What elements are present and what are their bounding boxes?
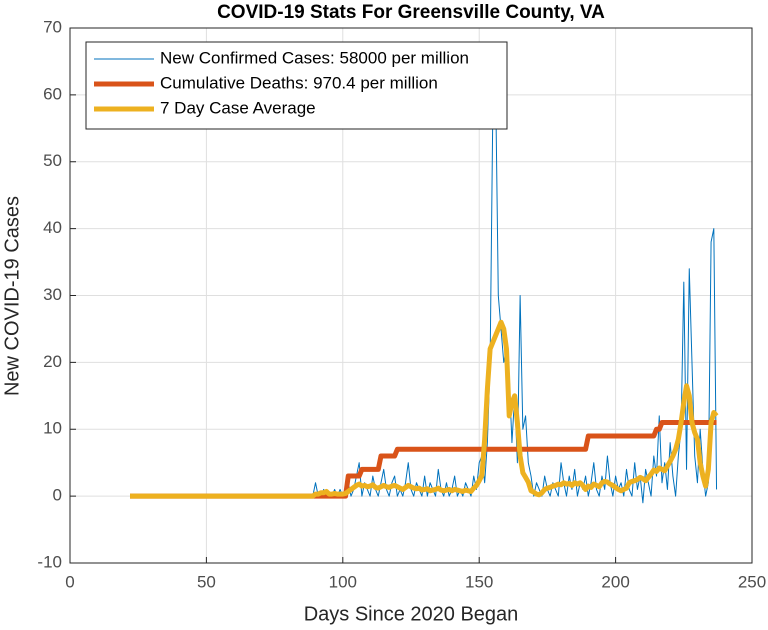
y-axis-label: New COVID-19 Cases — [1, 196, 23, 396]
y-tick-label: 0 — [53, 486, 62, 505]
x-axis-label: Days Since 2020 Began — [304, 603, 519, 625]
y-tick-label: 40 — [43, 218, 62, 237]
y-tick-label: 70 — [43, 17, 62, 36]
legend-label: New Confirmed Cases: 58000 per million — [160, 48, 469, 67]
legend-label: Cumulative Deaths: 970.4 per million — [160, 73, 438, 92]
y-tick-label: 20 — [43, 352, 62, 371]
y-tick-label: 60 — [43, 84, 62, 103]
y-tick-label: 50 — [43, 151, 62, 170]
x-tick-label: 100 — [329, 572, 357, 591]
x-tick-label: 0 — [65, 572, 74, 591]
y-tick-label: -10 — [37, 552, 62, 571]
lines — [130, 81, 719, 504]
x-tick-label: 200 — [601, 572, 629, 591]
x-tick-label: 50 — [197, 572, 216, 591]
series-line — [130, 420, 717, 499]
y-tick-label: 10 — [43, 419, 62, 438]
legend-label: 7 Day Case Average — [160, 98, 316, 117]
x-tick-label: 250 — [738, 572, 766, 591]
legend-box — [85, 41, 508, 130]
chart-title: COVID-19 Stats For Greensville County, V… — [217, 2, 605, 23]
x-tick-label: 150 — [465, 572, 493, 591]
y-tick-label: 30 — [43, 285, 62, 304]
series-line — [130, 319, 719, 499]
legend: New Confirmed Cases: 58000 per million Cu… — [85, 41, 508, 130]
